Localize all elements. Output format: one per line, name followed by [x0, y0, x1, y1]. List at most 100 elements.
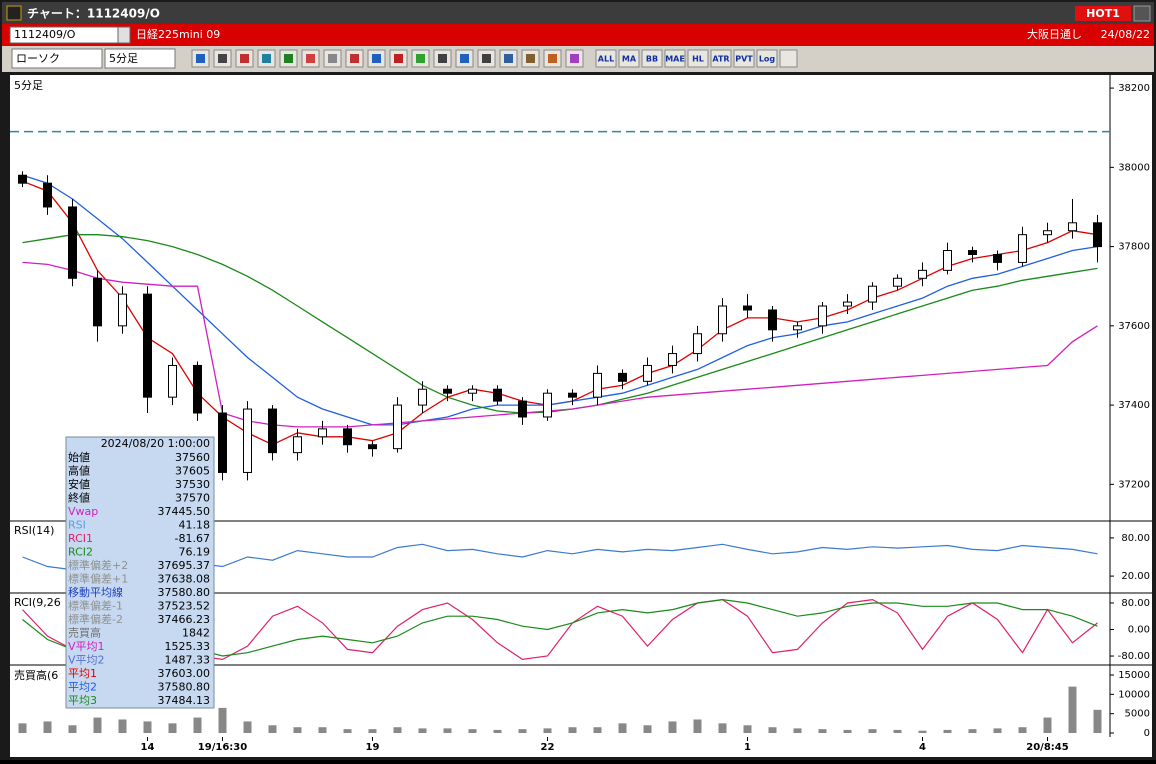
- y-tick-label: 37400: [1118, 400, 1150, 411]
- candle-body: [118, 293, 127, 327]
- candle-body: [568, 392, 577, 398]
- session-name: 大阪日通し: [1027, 27, 1082, 41]
- tool-label: Log: [759, 55, 776, 64]
- y-tick-label: 0.00: [1128, 624, 1150, 635]
- y-tick-label: 5000: [1125, 709, 1150, 720]
- symbol-text: 1112409/O: [14, 28, 76, 41]
- volume-bar: [1043, 717, 1052, 734]
- app-icon: [6, 5, 22, 21]
- hot-label: HOT1: [1086, 7, 1120, 20]
- info-label: 標準偏差-1: [68, 599, 123, 613]
- tool-label: PVT: [735, 55, 753, 64]
- info-value: 37580.80: [158, 586, 211, 599]
- interval-text: 5分足: [109, 52, 138, 65]
- tool-button[interactable]: [618, 49, 640, 68]
- candle-body: [793, 325, 802, 331]
- info-box: [65, 436, 215, 709]
- tool-glyph: [460, 54, 469, 63]
- y-tick-label: 15000: [1118, 670, 1150, 681]
- info-value: 37530: [175, 478, 210, 491]
- tool-glyph: [394, 54, 403, 63]
- volume-bar: [343, 729, 352, 734]
- info-label: 始値: [68, 450, 90, 464]
- info-value: 1842: [182, 627, 210, 640]
- info-label: RSI: [68, 519, 86, 532]
- session-date: 24/08/22: [1101, 28, 1150, 41]
- volume-bar: [893, 729, 902, 734]
- y-tick-label: 37800: [1118, 242, 1150, 253]
- info-label: 標準偏差+2: [68, 558, 128, 572]
- tool-glyph: [218, 54, 227, 63]
- tool-button[interactable]: [710, 49, 732, 68]
- candle-body: [618, 372, 627, 382]
- tool-label: ATR: [712, 55, 729, 64]
- symbol-bar: [2, 24, 1154, 46]
- y-tick-label: 37600: [1118, 321, 1150, 332]
- interval-select[interactable]: [104, 48, 176, 69]
- info-label: 売買高: [68, 626, 101, 640]
- tool-glyph: [416, 54, 425, 63]
- candle-body: [443, 388, 452, 394]
- candle-body: [893, 277, 902, 287]
- panel-label: RCI(9,26: [14, 596, 61, 609]
- tool-button[interactable]: [687, 49, 709, 68]
- candle-body: [668, 353, 677, 366]
- tool-button[interactable]: [664, 49, 686, 68]
- volume-bar: [168, 723, 177, 734]
- panel-label: 5分足: [14, 79, 43, 92]
- close-button[interactable]: [1133, 5, 1151, 22]
- volume-bar: [918, 730, 927, 734]
- candle-body: [193, 364, 202, 414]
- candle-body: [493, 388, 502, 402]
- tool-button[interactable]: [595, 49, 617, 68]
- candle-body: [693, 333, 702, 355]
- volume-bar: [193, 717, 202, 734]
- candle-body: [268, 408, 277, 454]
- candle-body: [993, 254, 1002, 263]
- tool-button[interactable]: [756, 49, 778, 68]
- y-tick-label: 0: [1144, 728, 1150, 739]
- y-tick-label: 10000: [1118, 689, 1150, 700]
- y-tick-label: 37200: [1118, 479, 1150, 490]
- candle-body: [243, 408, 252, 473]
- volume-bar: [993, 728, 1002, 734]
- chart-type-text: ローソク: [16, 52, 60, 65]
- candle-body: [468, 388, 477, 394]
- volume-bar: [243, 721, 252, 734]
- volume-bar: [1093, 709, 1102, 734]
- symbol-dropdown[interactable]: [117, 26, 131, 44]
- volume-bar: [943, 729, 952, 734]
- tool-label: HL: [692, 55, 704, 64]
- volume-bar: [843, 729, 852, 734]
- x-tick-label: 4: [919, 742, 926, 753]
- tool-glyph: [372, 54, 381, 63]
- candle-body: [968, 250, 977, 256]
- x-tick-label: 19: [366, 742, 380, 753]
- volume-bar: [743, 725, 752, 734]
- tool-label: ALL: [598, 55, 614, 64]
- candle-body: [143, 293, 152, 398]
- chart-type-select[interactable]: [11, 48, 103, 69]
- volume-bar: [118, 719, 127, 734]
- info-label: V平均1: [68, 640, 105, 653]
- volume-bar: [368, 729, 377, 734]
- volume-bar: [568, 727, 577, 734]
- hot-button[interactable]: [1075, 6, 1131, 21]
- tool-button[interactable]: [779, 49, 798, 68]
- candle-body: [418, 388, 427, 406]
- tool-glyph: [284, 54, 293, 63]
- tool-glyph: [350, 54, 359, 63]
- volume-bar: [543, 728, 552, 734]
- candle-body: [593, 372, 602, 398]
- info-value: 37466.23: [158, 613, 211, 626]
- tool-button[interactable]: [641, 49, 663, 68]
- volume-bar: [393, 727, 402, 734]
- tool-button[interactable]: [733, 49, 755, 68]
- axis-area: [1110, 75, 1152, 737]
- candle-body: [918, 269, 927, 279]
- candle-body: [343, 428, 352, 446]
- window-title: チャート：1112409/O: [27, 7, 160, 21]
- info-label: 標準偏差+1: [68, 572, 128, 586]
- candle-body: [18, 174, 27, 184]
- volume-bar: [693, 719, 702, 734]
